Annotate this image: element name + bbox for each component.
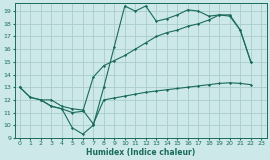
X-axis label: Humidex (Indice chaleur): Humidex (Indice chaleur) bbox=[86, 148, 195, 156]
